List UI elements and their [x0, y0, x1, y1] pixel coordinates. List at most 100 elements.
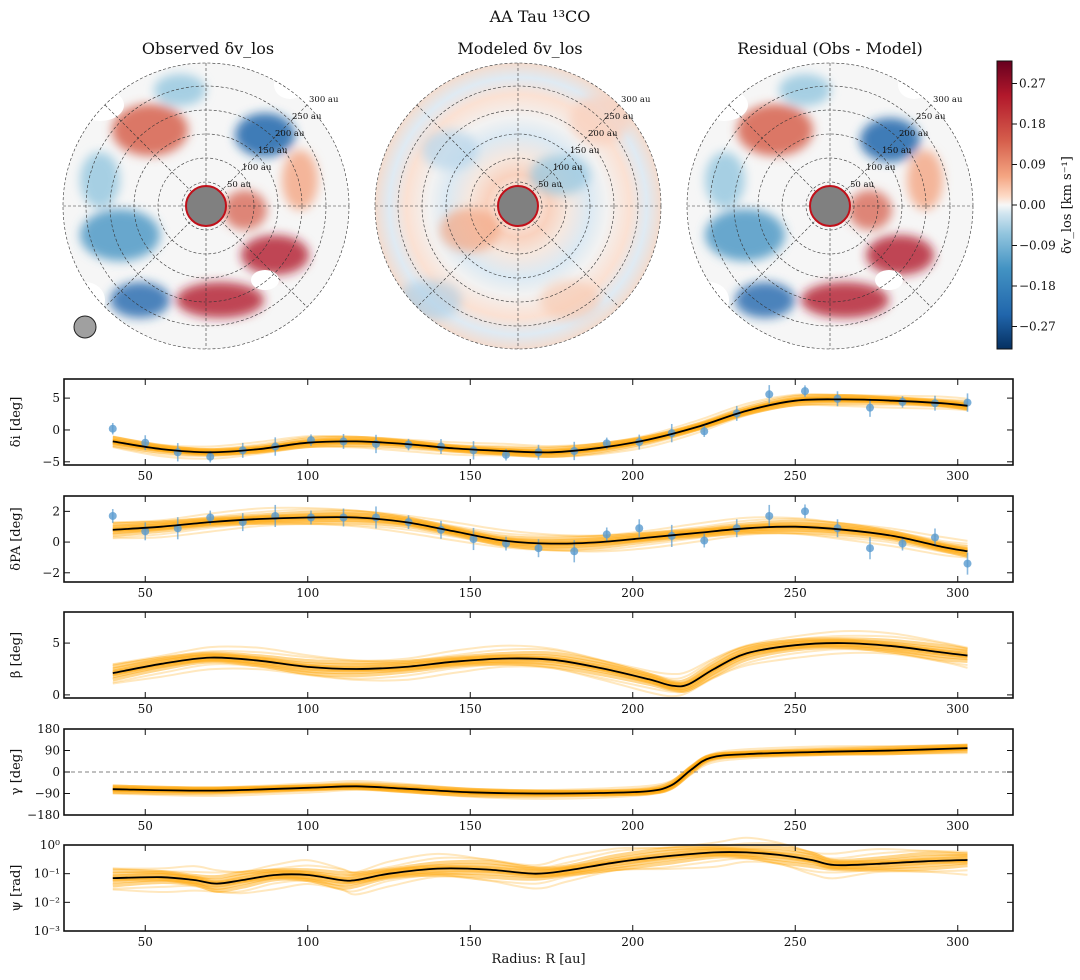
colorbar-label: δv_los [km s⁻¹]	[1060, 156, 1075, 254]
radius-label: 50 au	[538, 180, 563, 190]
sample-line	[112, 751, 968, 799]
data-point	[700, 536, 709, 545]
sample-line	[112, 857, 968, 894]
x-tick-label: 50	[138, 935, 153, 949]
chart-panel-delta_PA: 50 100 150 200 250 300 2 0 −2 δPA [deg]	[9, 495, 1014, 600]
y-tick-label: 90	[45, 744, 60, 758]
radius-label: 300 au	[309, 95, 339, 105]
colorbar-tick-label: −0.27	[1019, 320, 1056, 334]
colorbar-tick-label: −0.09	[1019, 239, 1056, 253]
sample-line	[112, 847, 968, 885]
data-point	[866, 403, 874, 412]
data-point	[801, 387, 809, 396]
sample-line	[112, 851, 968, 888]
data-point	[700, 427, 709, 436]
sample-line	[112, 393, 968, 448]
y-tick-label: 10⁻¹	[34, 867, 60, 881]
radius-label: 100 au	[866, 163, 896, 173]
y-tick-label: 2	[52, 504, 60, 518]
y-tick-label: 0	[52, 688, 60, 702]
radius-label: 50 au	[227, 180, 252, 190]
figure-title: AA Tau ¹³CO	[489, 7, 591, 26]
sample-line	[112, 639, 968, 687]
sample-line	[112, 508, 968, 545]
axes-frame	[63, 378, 1014, 466]
x-tick-label: 300	[946, 469, 969, 483]
x-tick-label: 100	[296, 819, 319, 833]
x-tick-label: 150	[459, 819, 482, 833]
best-fit-line	[112, 642, 968, 688]
sample-line	[112, 744, 968, 793]
data-point	[108, 424, 117, 433]
x-tick-label: 100	[296, 702, 319, 716]
data-point	[372, 513, 380, 522]
data-point	[866, 544, 874, 553]
data-point	[502, 450, 510, 459]
sample-line	[112, 523, 968, 559]
x-tick-label: 50	[138, 586, 153, 600]
y-tick-label: −90	[35, 787, 60, 801]
sample-line	[112, 854, 968, 893]
x-tick-label: 300	[946, 935, 969, 949]
sample-line	[112, 651, 968, 698]
x-tick-label: 250	[784, 469, 807, 483]
radius-label: 200 au	[899, 129, 929, 139]
map-residual-radius-labels: 50 au 100 au 150 au 200 au 250 au 300 au	[850, 95, 963, 190]
sample-line	[112, 752, 968, 800]
data-point	[570, 547, 579, 556]
sample-line	[112, 744, 968, 795]
sample-line	[112, 643, 968, 692]
x-tick-label: 50	[138, 469, 153, 483]
x-tick-label: 100	[296, 586, 319, 600]
map-residual: Residual (Obs - Model)	[686, 39, 974, 350]
data-point	[206, 452, 215, 461]
sample-line	[112, 520, 968, 558]
y-axis-label: ψ [rad]	[9, 865, 24, 912]
x-axis-label: Radius: R [au]	[491, 952, 585, 967]
best-fit-line	[112, 398, 968, 454]
x-tick-label: 300	[946, 586, 969, 600]
colorbar: 0.27 0.18 0.09 0.00 −0.09 −0.18 −0.27 δv_los […	[996, 60, 1075, 350]
y-tick-label: 0	[52, 535, 60, 549]
map-modeled-title: Modeled δv_los	[457, 39, 582, 58]
data-point	[765, 390, 774, 399]
radius-label: 200 au	[588, 129, 618, 139]
x-tick-label: 250	[784, 586, 807, 600]
sample-line	[112, 517, 968, 557]
sample-line	[112, 860, 968, 896]
data-point	[963, 398, 972, 407]
x-tick-label: 150	[459, 469, 482, 483]
sample-line	[112, 642, 968, 691]
y-axis-label: δPA [deg]	[9, 507, 24, 570]
data-point	[963, 559, 972, 568]
y-tick-label: 0	[52, 423, 60, 437]
data-point	[602, 439, 611, 448]
x-tick-label: 200	[621, 586, 644, 600]
best-fit-line	[112, 851, 968, 885]
data-point	[801, 507, 809, 516]
data-point	[141, 527, 150, 536]
data-point	[635, 524, 644, 533]
chart-panel-psi: 50 100 150 200 250 300 10⁰ 10⁻¹ 10⁻² 10⁻³ ψ [rad] R…	[9, 836, 1014, 967]
data-point	[108, 511, 117, 520]
radius-label: 50 au	[850, 180, 875, 190]
sample-line	[112, 393, 968, 450]
sample-line	[112, 403, 968, 460]
sample-line	[112, 748, 968, 798]
sample-line	[112, 629, 968, 676]
sample-line	[112, 846, 968, 883]
best-fit-line	[112, 747, 968, 795]
map-residual-title: Residual (Obs - Model)	[737, 39, 923, 58]
map-observed-title: Observed δv_los	[142, 39, 274, 58]
radius-label: 150 au	[570, 146, 600, 156]
data-point	[898, 539, 907, 548]
sample-line	[112, 743, 968, 792]
colorbar-tick-label: 0.09	[1019, 158, 1046, 172]
data-points	[108, 385, 972, 463]
x-tick-label: 200	[621, 702, 644, 716]
y-tick-label: 5	[52, 391, 60, 405]
sample-line	[112, 522, 968, 558]
